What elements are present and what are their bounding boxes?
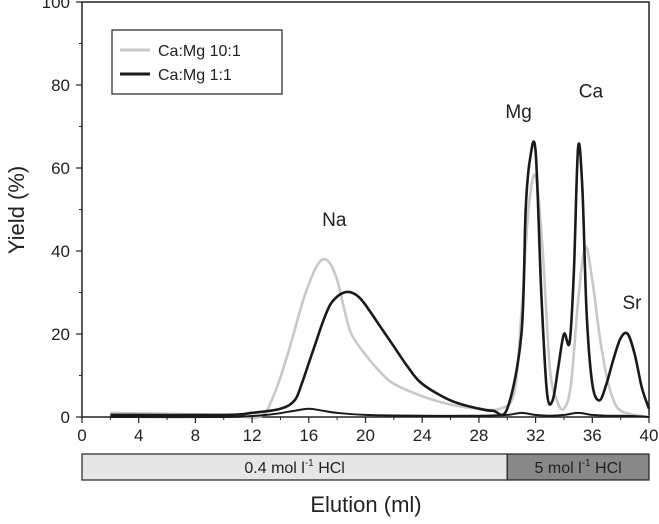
x-tick-labels: 0 4 8 12 16 20 24 28 32 36 40 [77,426,658,445]
y-tick-label-80: 80 [51,76,70,95]
x-tick-label-24: 24 [413,426,432,445]
y-tick-label-40: 40 [51,242,70,261]
acid-band-0 [81,453,508,481]
y-tick-label-0: 0 [61,408,70,427]
x-tick-label-16: 16 [299,426,318,445]
x-tick-label-36: 36 [583,426,602,445]
series-line-ca-mg-1-1-1 [110,140,651,417]
x-tick-label-8: 8 [191,426,200,445]
acid-band-1 [506,453,650,481]
legend-label-ca-mg-1-1: Ca:Mg 1:1 [158,67,232,84]
y-axis-title: Yield (%) [4,166,29,254]
y-tick-label-60: 60 [51,159,70,178]
y-tick-labels: 0 20 40 60 80 100 [42,0,70,427]
x-tick-label-20: 20 [356,426,375,445]
x-tick-label-4: 4 [134,426,143,445]
x-tick-label-12: 12 [243,426,262,445]
peak-labels: Na Mg Ca Sr [322,81,642,314]
acid-band-label-0: 0.4 mol l-1 HCl [244,458,344,477]
x-tick-label-40: 40 [640,426,659,445]
legend-box [111,29,283,95]
peak-label-ca: Ca [579,81,604,102]
legend-label-ca-mg-10-1: Ca:Mg 10:1 [158,43,241,60]
x-tick-label-28: 28 [469,426,488,445]
axis-ticks [76,1,650,423]
y-tick-label-100: 100 [42,0,70,12]
acid-band-label-1: 5 mol l-1 HCl [535,458,622,477]
y-tick-label-20: 20 [51,325,70,344]
x-tick-label-0: 0 [77,426,86,445]
series-line-baseline-trace-2 [110,407,650,419]
peak-label-sr: Sr [622,293,642,314]
series-group [110,140,651,420]
legend: Ca:Mg 10:1 Ca:Mg 1:1 [111,29,283,95]
x-tick-label-32: 32 [526,426,545,445]
series-line-ca-mg-10-1-0 [110,173,650,420]
x-axis-title: Elution (ml) [310,492,421,517]
peak-label-na: Na [322,210,347,231]
acid-bar: 0.4 mol l-1 HCl 5 mol l-1 HCl [81,453,650,481]
peak-label-mg: Mg [505,102,531,123]
